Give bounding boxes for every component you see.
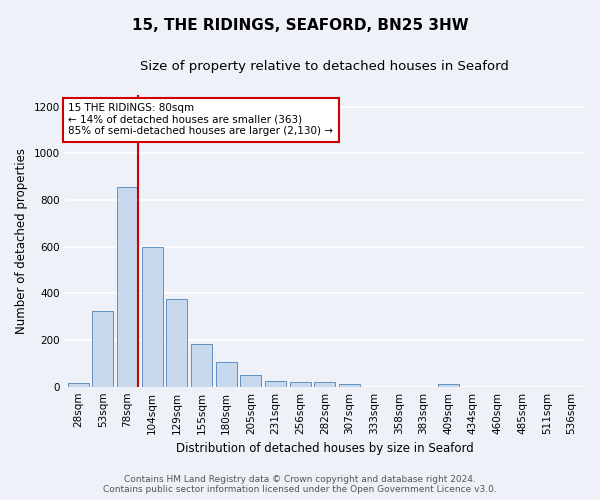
- Bar: [265, 381, 286, 386]
- Bar: [437, 384, 458, 386]
- Text: 15 THE RIDINGS: 80sqm
← 14% of detached houses are smaller (363)
85% of semi-det: 15 THE RIDINGS: 80sqm ← 14% of detached …: [68, 103, 334, 136]
- Text: 15, THE RIDINGS, SEAFORD, BN25 3HW: 15, THE RIDINGS, SEAFORD, BN25 3HW: [131, 18, 469, 32]
- Bar: [142, 246, 163, 386]
- Bar: [191, 344, 212, 386]
- Bar: [339, 384, 360, 386]
- Bar: [166, 299, 187, 386]
- Bar: [68, 383, 89, 386]
- Bar: [117, 187, 138, 386]
- Bar: [92, 311, 113, 386]
- Bar: [216, 362, 236, 386]
- Bar: [314, 382, 335, 386]
- Bar: [241, 376, 262, 386]
- X-axis label: Distribution of detached houses by size in Seaford: Distribution of detached houses by size …: [176, 442, 474, 455]
- Title: Size of property relative to detached houses in Seaford: Size of property relative to detached ho…: [140, 60, 509, 73]
- Text: Contains HM Land Registry data © Crown copyright and database right 2024.
Contai: Contains HM Land Registry data © Crown c…: [103, 474, 497, 494]
- Y-axis label: Number of detached properties: Number of detached properties: [15, 148, 28, 334]
- Bar: [290, 382, 311, 386]
